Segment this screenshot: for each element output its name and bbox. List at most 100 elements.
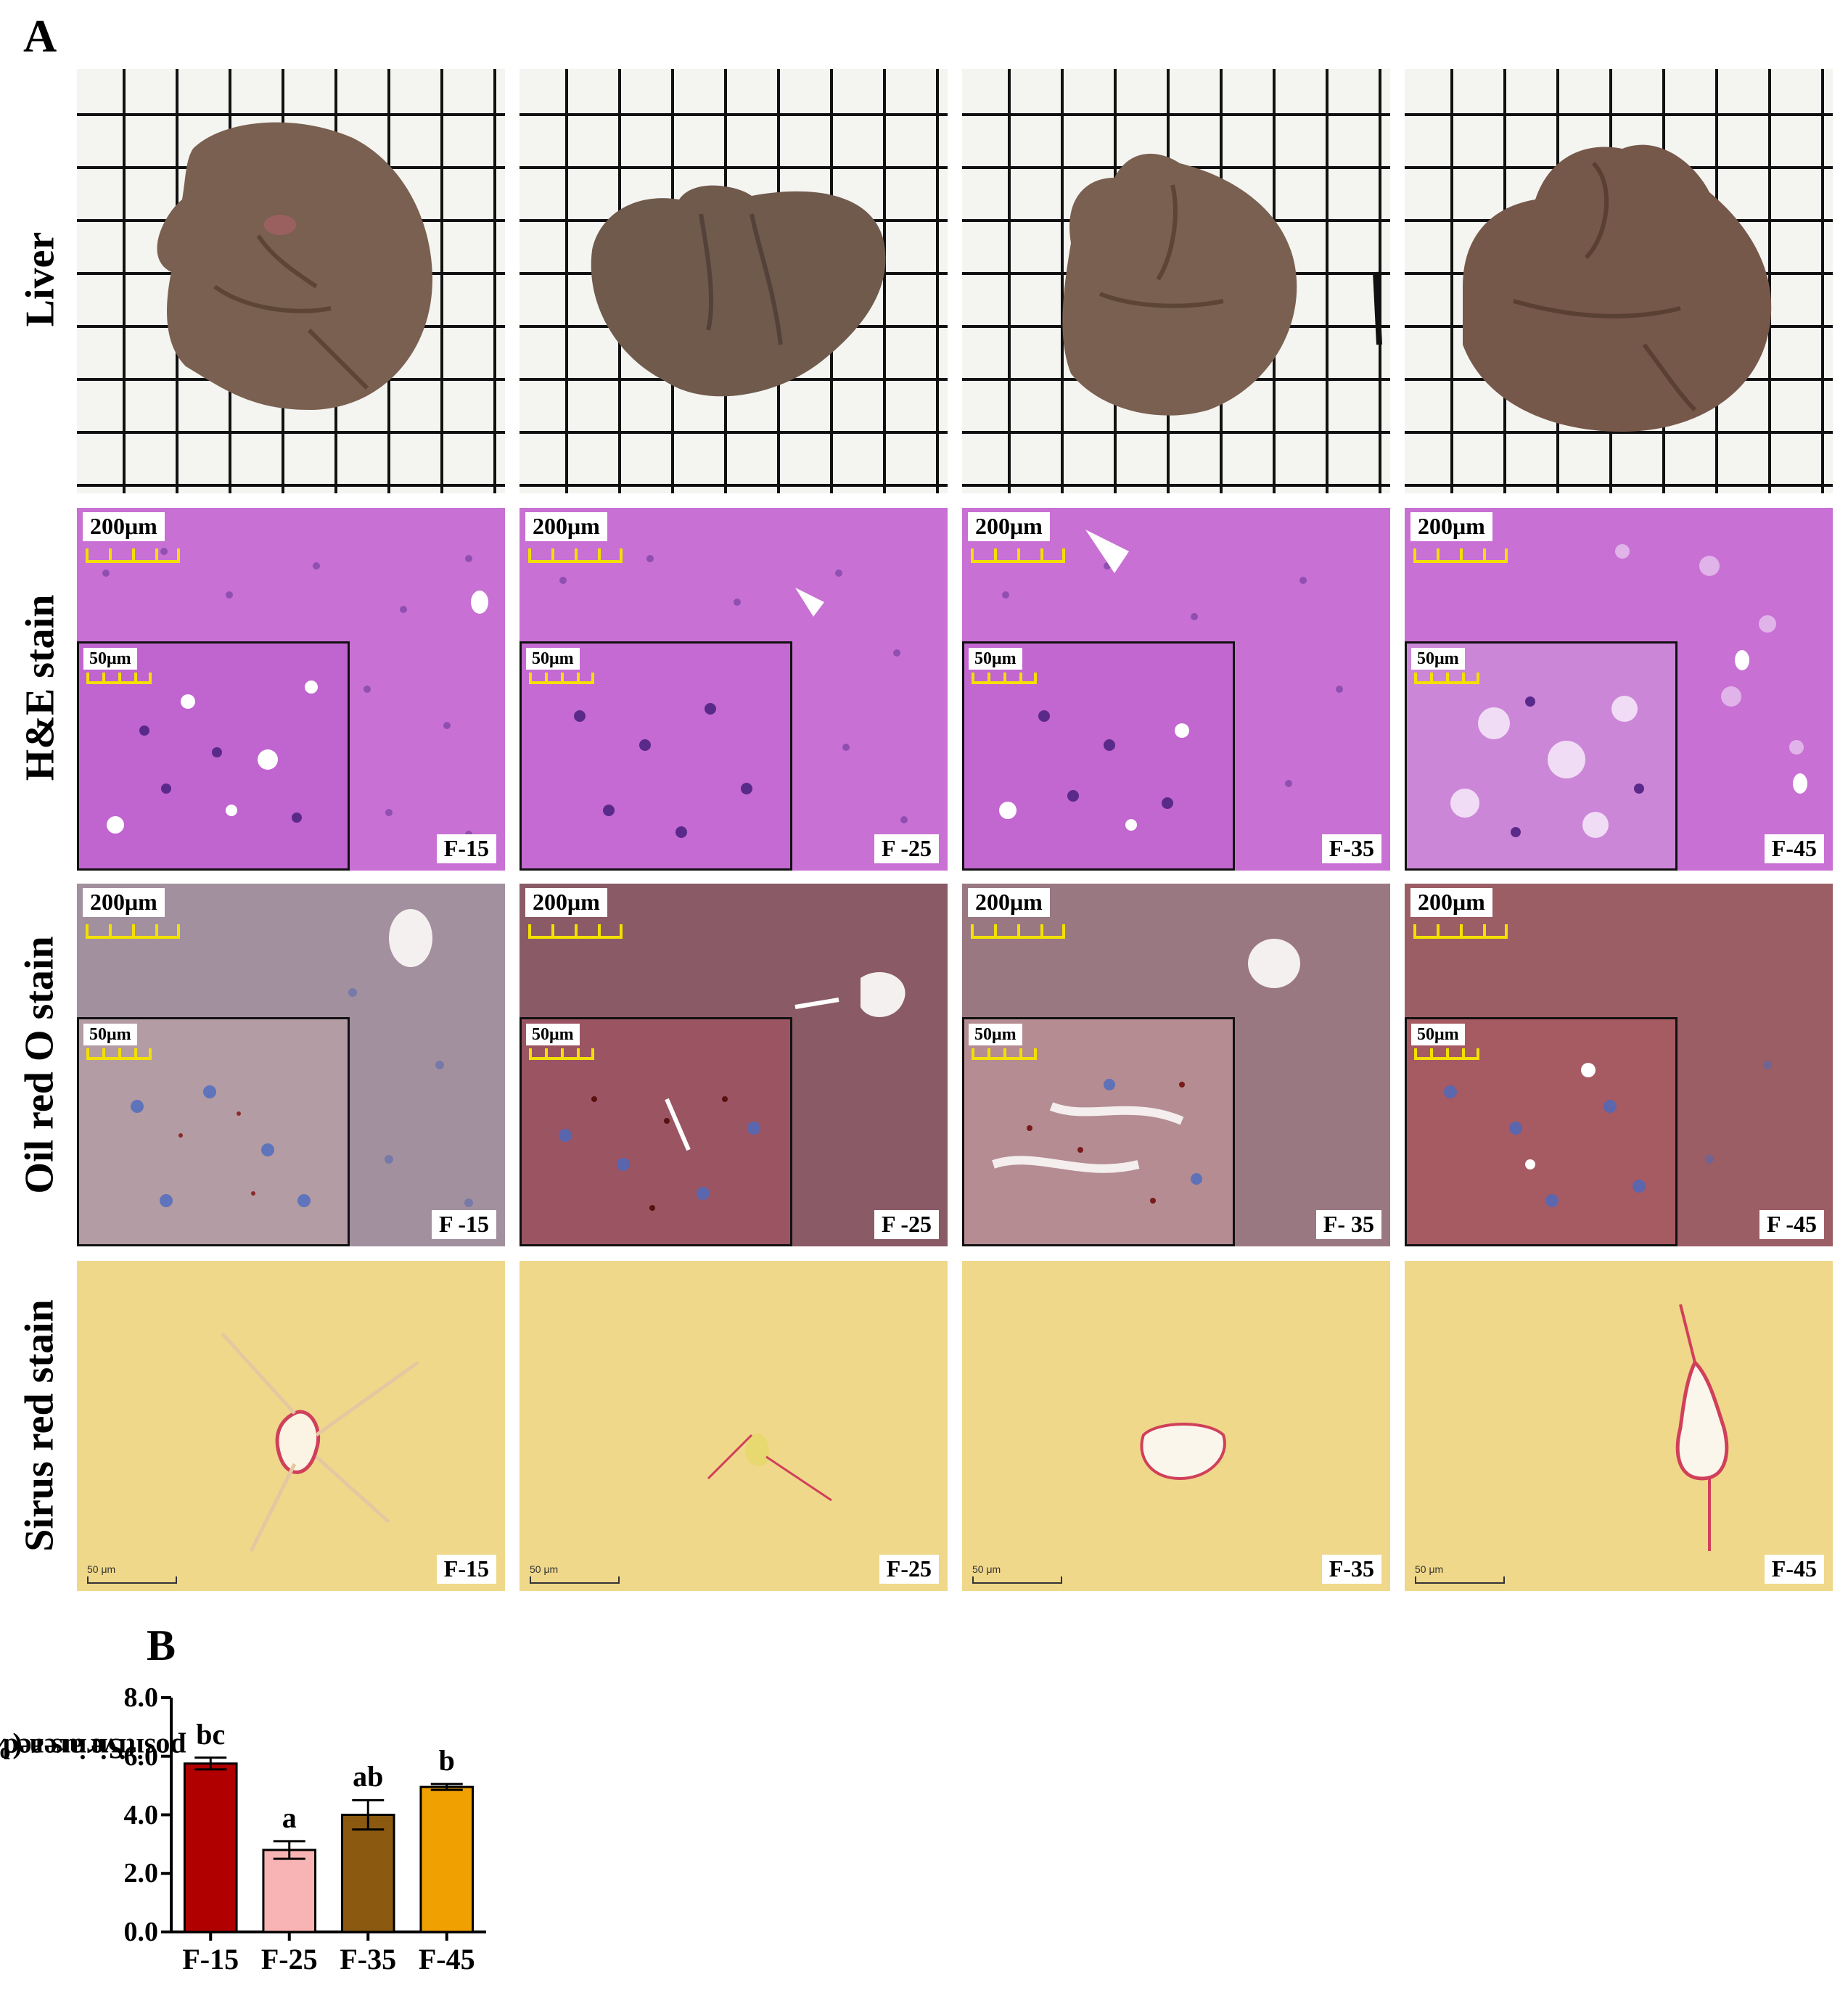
scale-bar-50: 50μm: [526, 1024, 580, 1045]
scale-bar-50: 50μm: [1411, 648, 1465, 670]
sirius-scale-bar: 50 μm: [87, 1563, 177, 1584]
sirius-scale-bar: 50 μm: [1415, 1563, 1505, 1584]
error-bar: [194, 1756, 227, 1771]
he-image-f45: 200μm 50μm F-45: [1405, 508, 1833, 871]
oro-image-f15: 200μm 50μm F -15: [77, 884, 505, 1246]
bar-f-35: [340, 1814, 395, 1933]
he-inset-f15: 50μm: [77, 641, 350, 871]
tissue-texture: [1248, 939, 1300, 988]
tissue-texture: [348, 909, 473, 1207]
error-bar: [273, 1840, 305, 1860]
error-bar: [352, 1798, 385, 1831]
significance-letter: ab: [353, 1760, 384, 1793]
scale-bar-50: 50μm: [969, 648, 1022, 670]
x-tick-label: F-45: [418, 1943, 475, 1975]
tissue-texture: [794, 971, 905, 1017]
scale-bar-50: 50μm: [526, 648, 580, 670]
scale-bar-200: 200μm: [1410, 888, 1492, 917]
liver-icon: [591, 185, 886, 397]
sample-tag: F-25: [879, 1555, 939, 1584]
bar-f-15: [183, 1762, 238, 1933]
tissue-texture: [707, 1434, 832, 1502]
sample-tag: F -45: [1759, 1210, 1824, 1239]
sirius-image-f45: 50 μm F-45: [1405, 1261, 1833, 1591]
oro-image-f35: 200μm 50μm F- 35: [962, 884, 1390, 1246]
y-tick-label: 0.0: [123, 1917, 159, 1947]
liver-photo-f25: [520, 69, 948, 493]
chart-y-axis-label: Sirius red stainingpositive area (%): [0, 1732, 186, 1765]
scale-bar-200: 200μm: [525, 888, 607, 917]
sample-tag: F-15: [436, 1555, 496, 1584]
scale-bar-50: 50μm: [1411, 1024, 1465, 1045]
row-label-oro: Oil red O stain: [17, 935, 63, 1194]
sirius-scale-bar: 50 μm: [972, 1563, 1062, 1584]
liver-icon: [1062, 153, 1382, 416]
oro-inset-f15: 50μm: [77, 1017, 350, 1246]
row-label-he: H&E stain: [17, 594, 63, 781]
oro-image-f25: 200μm 50μm F -25: [520, 884, 948, 1246]
scale-bar-200: 200μm: [1410, 512, 1492, 541]
x-tick-label: F-25: [260, 1943, 318, 1975]
oro-inset-f25: 50μm: [520, 1017, 792, 1246]
sirius-image-f35: 50 μm F-35: [962, 1261, 1390, 1591]
oro-image-f45: 200μm 50μm F -45: [1405, 884, 1833, 1246]
sample-tag: F- 35: [1315, 1210, 1381, 1239]
tissue-texture: [221, 1332, 419, 1553]
significance-letter: a: [282, 1801, 297, 1834]
liver-icon: [157, 122, 432, 410]
panel-b-label: B: [147, 1621, 176, 1669]
liver-icon: [1463, 144, 1772, 432]
y-tick-label: 6.0: [123, 1740, 159, 1772]
liver-photo-f35: [962, 69, 1390, 493]
row-label-sirius: Sirus red stain: [17, 1299, 63, 1552]
y-tick-label: 2.0: [123, 1858, 159, 1889]
bar-f-45: [419, 1785, 475, 1933]
sample-tag: F-45: [1764, 834, 1824, 863]
he-inset-f45: 50μm: [1405, 641, 1677, 871]
significance-letter: b: [438, 1744, 455, 1777]
sample-tag: F-45: [1764, 1555, 1824, 1584]
oro-inset-f35: 50μm: [962, 1017, 1235, 1246]
scale-bar-50: 50μm: [83, 1024, 137, 1045]
scale-bar-200: 200μm: [968, 888, 1050, 917]
y-tick-label: 4.0: [123, 1799, 159, 1830]
tissue-texture: [1002, 530, 1343, 787]
row-label-liver: Liver: [17, 231, 62, 327]
tissue-texture: [1140, 1423, 1226, 1481]
tissue-texture: [1705, 1061, 1772, 1164]
bar-f-25: [262, 1849, 317, 1933]
he-inset-f35: 50μm: [962, 641, 1235, 871]
significance-letter: bc: [196, 1717, 226, 1751]
sample-tag: F-35: [1321, 1555, 1381, 1584]
he-image-f35: 200μm 50μm F-35: [962, 508, 1390, 871]
liver-photo-f45: [1405, 69, 1833, 493]
tissue-texture: [1615, 544, 1807, 794]
sirius-image-f25: 50 μm F-25: [520, 1261, 948, 1591]
sample-tag: F -15: [431, 1210, 496, 1239]
x-tick-label: F-35: [340, 1943, 397, 1975]
oro-inset-f45: 50μm: [1405, 1017, 1677, 1246]
he-inset-f25: 50μm: [520, 641, 792, 871]
panel-a-label: A: [23, 10, 57, 62]
scale-bar-50: 50μm: [83, 648, 137, 670]
tissue-texture: [1675, 1304, 1729, 1551]
scale-bar-200: 200μm: [83, 512, 165, 541]
error-bar: [430, 1783, 463, 1791]
tissue-texture: [559, 555, 908, 823]
sirius-scale-bar: 50 μm: [530, 1563, 620, 1584]
x-tick-label: F-15: [182, 1943, 239, 1975]
sirius-image-f15: 50 μm F-15: [77, 1261, 505, 1591]
sample-tag: F -25: [874, 834, 939, 863]
he-image-f25: 200μm 50μm F -25: [520, 508, 948, 871]
sample-tag: F-15: [436, 834, 496, 863]
scale-bar-50: 50μm: [969, 1024, 1022, 1045]
scale-bar-200: 200μm: [968, 512, 1050, 541]
scale-bar-200: 200μm: [83, 888, 165, 917]
he-image-f15: 200μm 50μm F-15: [77, 508, 505, 871]
scale-bar-200: 200μm: [525, 512, 607, 541]
liver-photo-f15: [77, 69, 505, 493]
sample-tag: F-35: [1321, 834, 1381, 863]
sample-tag: F -25: [874, 1210, 939, 1239]
y-tick-label: 8.0: [123, 1682, 159, 1713]
tissue-texture: [102, 548, 488, 838]
